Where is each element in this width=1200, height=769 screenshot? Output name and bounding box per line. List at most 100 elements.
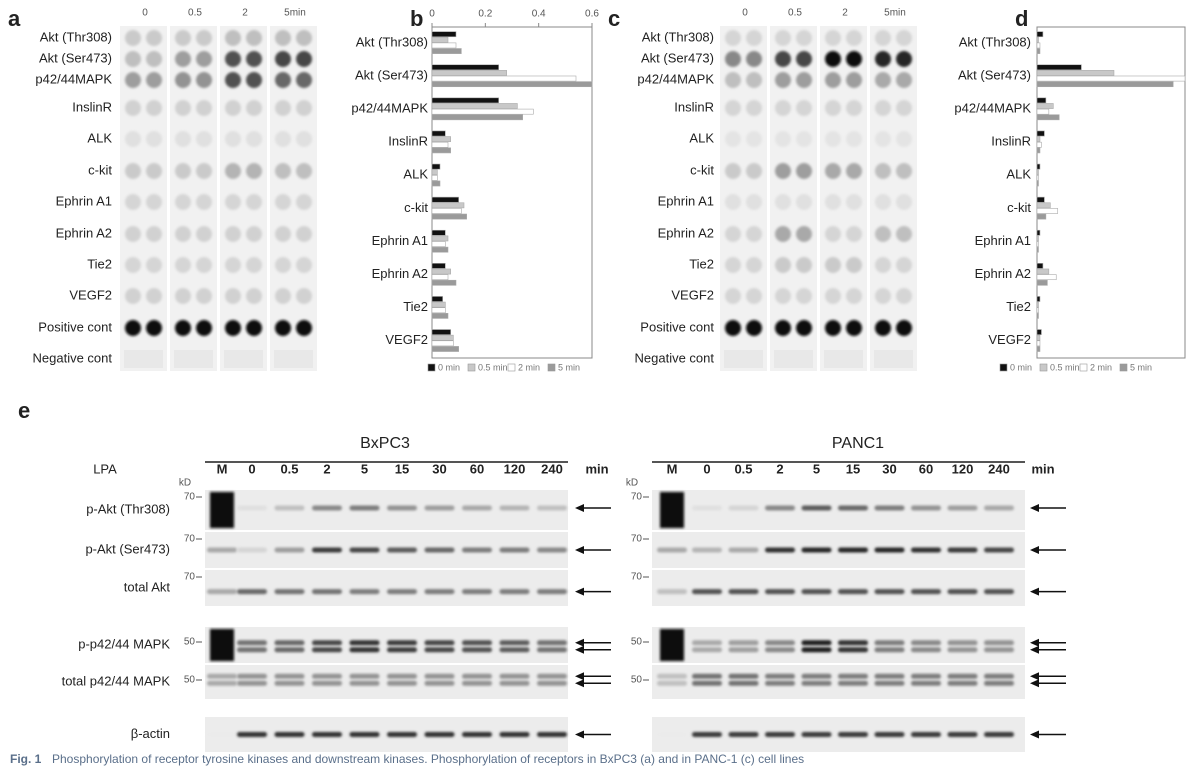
blot-dot bbox=[796, 100, 812, 116]
blot-spot bbox=[174, 350, 213, 368]
bar bbox=[1036, 70, 1115, 76]
row-label: VEGF2 bbox=[671, 287, 714, 302]
bar bbox=[431, 36, 449, 43]
blot-dot bbox=[275, 51, 291, 67]
blot-band bbox=[947, 647, 978, 653]
blot-band bbox=[274, 547, 305, 553]
blot-dot bbox=[896, 226, 912, 242]
blot-band bbox=[984, 680, 1014, 686]
blot-dot bbox=[746, 72, 762, 88]
blot-band bbox=[537, 673, 567, 679]
blot-band bbox=[274, 680, 305, 686]
blot-band bbox=[874, 647, 905, 653]
blot-band bbox=[237, 680, 267, 686]
bar bbox=[431, 208, 462, 214]
blot-band bbox=[499, 505, 530, 511]
blot-band bbox=[874, 505, 905, 511]
blot-band bbox=[537, 640, 567, 646]
blot-band bbox=[801, 589, 832, 595]
row-label: Akt (Ser473) bbox=[641, 50, 714, 65]
row-label: p-Akt (Ser473) bbox=[85, 541, 170, 556]
blot-dot bbox=[896, 100, 912, 116]
blot-band bbox=[274, 647, 305, 653]
bar bbox=[1036, 180, 1039, 187]
marker-lane-label: M bbox=[667, 461, 678, 476]
blot-spot bbox=[124, 350, 163, 368]
bar bbox=[431, 334, 454, 341]
legend-swatch bbox=[427, 363, 436, 372]
blot-dot bbox=[896, 72, 912, 88]
arrow-head bbox=[1030, 672, 1039, 681]
blot-band bbox=[499, 647, 530, 653]
blot-band bbox=[947, 732, 978, 737]
blot-band bbox=[349, 680, 380, 686]
row-label: p42/44MAPK bbox=[637, 71, 714, 86]
legend-swatch bbox=[547, 363, 556, 372]
blot-dot bbox=[246, 51, 262, 67]
blot-dot bbox=[846, 72, 862, 88]
category-label: Akt (Thr308) bbox=[356, 34, 428, 49]
blot-dot bbox=[125, 30, 141, 46]
blot-dot bbox=[196, 320, 212, 336]
blot-band bbox=[424, 647, 455, 653]
blot-band bbox=[765, 505, 795, 511]
blot-dot bbox=[275, 194, 291, 210]
bar bbox=[1036, 241, 1039, 247]
blot-dot bbox=[175, 131, 191, 147]
treatment-label: LPA bbox=[93, 461, 117, 476]
blot-band bbox=[424, 673, 455, 679]
row-label: β-actin bbox=[131, 726, 170, 741]
blot-dot bbox=[196, 30, 212, 46]
blot-dot bbox=[746, 51, 762, 67]
bar bbox=[1036, 213, 1047, 220]
legend-label: 2 min bbox=[518, 362, 540, 372]
blot-dot bbox=[725, 226, 741, 242]
bar bbox=[431, 340, 454, 347]
blot-band bbox=[765, 589, 795, 595]
blot-dot bbox=[146, 51, 162, 67]
blot-dot bbox=[246, 257, 262, 273]
column-label: 0 bbox=[142, 8, 148, 19]
bar bbox=[1036, 313, 1039, 319]
row-label: Ephrin A1 bbox=[658, 193, 714, 208]
blot-dot bbox=[296, 163, 312, 179]
blot-band bbox=[874, 547, 905, 553]
blot-dot bbox=[896, 257, 912, 273]
row-label: Negative cont bbox=[33, 350, 113, 365]
legend-swatch bbox=[467, 363, 476, 372]
arrow-head bbox=[575, 504, 584, 512]
blot-dot bbox=[846, 51, 862, 67]
blot-dot bbox=[875, 30, 891, 46]
blot-dot bbox=[775, 226, 791, 242]
blot-band bbox=[765, 640, 795, 646]
row-label: InslinR bbox=[72, 99, 112, 114]
row-label: c-kit bbox=[88, 162, 112, 177]
bar bbox=[1036, 103, 1054, 109]
x-tick-label: 0.4 bbox=[532, 9, 546, 20]
blot-dot bbox=[175, 163, 191, 179]
blot-dot bbox=[246, 320, 262, 336]
blot-dot bbox=[846, 100, 862, 116]
blot-dot bbox=[125, 72, 141, 88]
time-label: 60 bbox=[919, 461, 933, 476]
blot-spot bbox=[774, 350, 813, 368]
blot-dot bbox=[875, 257, 891, 273]
category-label: VEGF2 bbox=[988, 332, 1031, 347]
blot-band bbox=[312, 505, 342, 511]
time-label: 2 bbox=[323, 461, 330, 476]
marker-size: 70 bbox=[184, 492, 196, 503]
unit-label: min bbox=[586, 461, 609, 476]
bar bbox=[431, 70, 507, 76]
blot-band bbox=[947, 640, 978, 646]
category-label: InslinR bbox=[991, 134, 1031, 149]
blot-band bbox=[728, 647, 759, 653]
blot-dot bbox=[875, 72, 891, 88]
blot-dot bbox=[225, 163, 241, 179]
blot-band bbox=[207, 732, 237, 737]
blot-band bbox=[207, 673, 237, 679]
panel-letter: d bbox=[1015, 6, 1028, 31]
panel-letter: a bbox=[8, 6, 21, 31]
marker-band bbox=[660, 629, 684, 661]
arrow-head bbox=[1030, 645, 1039, 654]
blot-dot bbox=[275, 131, 291, 147]
